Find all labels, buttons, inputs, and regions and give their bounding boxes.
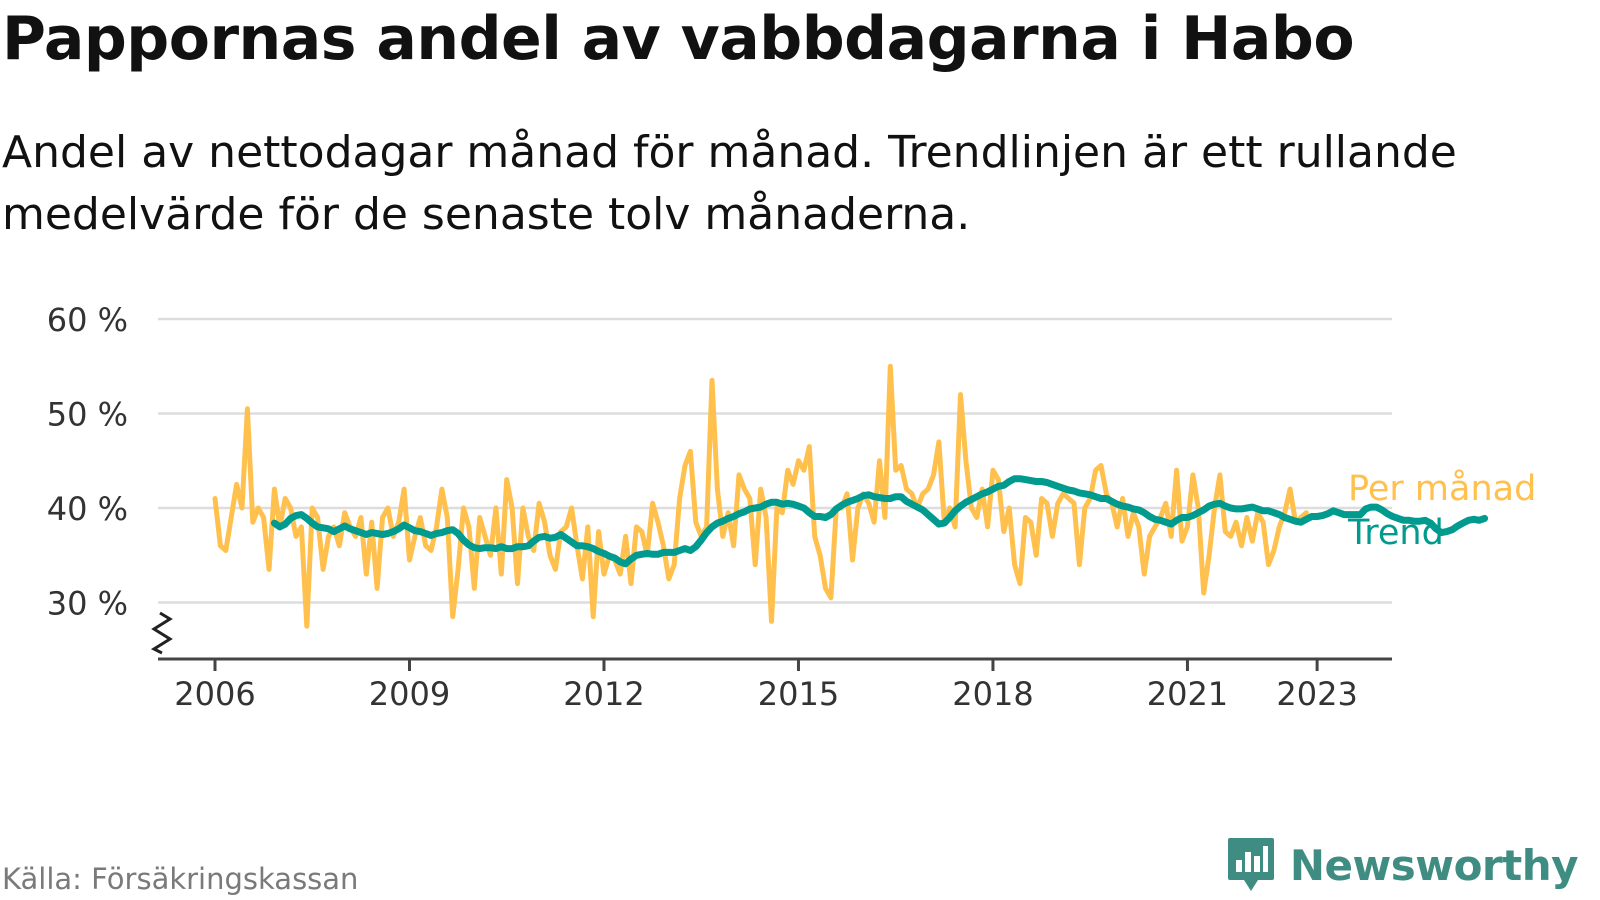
- y-tick-label: 50 %: [47, 396, 128, 434]
- series-line-trend: [270, 475, 1489, 568]
- axes: 30 % 40 % 50 % 60 % 2006 2009 2012 2015 2018 2021…: [47, 301, 1392, 713]
- y-tick-label: 30 %: [47, 585, 128, 623]
- brand-logo[interactable]: Newsworthy: [1226, 836, 1579, 894]
- newsworthy-logo-icon: [1227, 838, 1274, 891]
- x-tick-label: 2012: [563, 675, 644, 713]
- x-tick-label: 2009: [369, 675, 450, 713]
- series-lines: [212, 363, 1489, 629]
- chart-subtitle: Andel av nettodagar månad för månad. Tre…: [2, 127, 1457, 240]
- gridlines: [158, 317, 1392, 604]
- x-tick-label: 2018: [952, 675, 1033, 713]
- series-line-per-manad: [212, 363, 1309, 629]
- x-tick-label: 2015: [758, 675, 839, 713]
- series-label-per-manad: Per månad: [1348, 468, 1536, 509]
- x-tick-label: 2006: [174, 675, 255, 713]
- chart-title: Pappornas andel av vabbdagarna i Habo: [2, 4, 1355, 74]
- x-tick-label: 2021: [1147, 675, 1228, 713]
- x-tick-label: 2023: [1276, 675, 1357, 713]
- series-label-trend: Trend: [1347, 513, 1444, 553]
- brand-name: Newsworthy: [1289, 840, 1579, 890]
- y-tick-label: 60 %: [47, 301, 128, 339]
- y-axis-break: [150, 611, 173, 655]
- source-note: Källa: Försäkringskassan: [2, 862, 359, 896]
- y-tick-label: 40 %: [47, 490, 128, 528]
